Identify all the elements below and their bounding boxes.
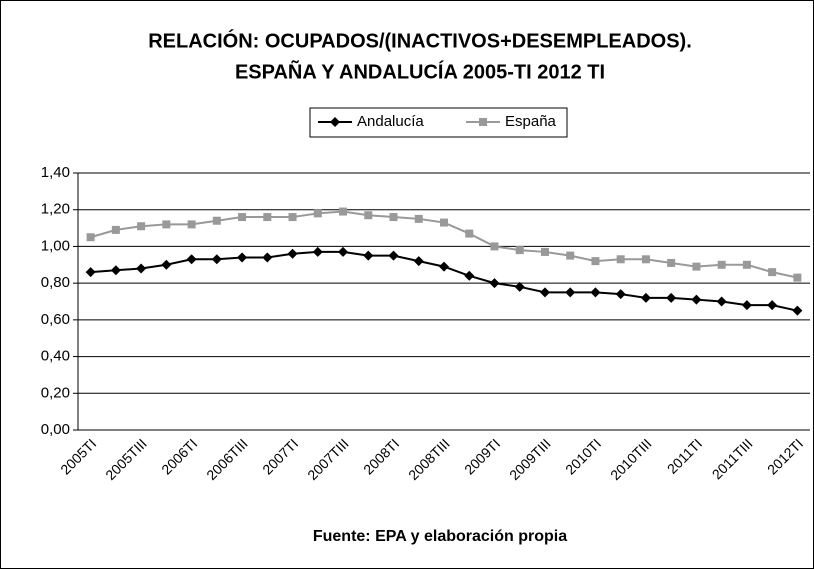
marker: [162, 220, 171, 229]
chart-title: RELACIÓN: OCUPADOS/(INACTIVOS+DESEMPLEAD…: [148, 28, 692, 52]
marker: [339, 207, 348, 216]
chart-title: ESPAÑA Y ANDALUCÍA 2005-TI 2012 TI: [235, 60, 605, 83]
marker: [514, 281, 525, 292]
y-tick-label: 0,60: [41, 311, 70, 328]
marker: [490, 242, 499, 251]
legend-marker: [479, 118, 487, 126]
marker: [768, 268, 777, 277]
marker: [363, 250, 374, 261]
marker: [615, 289, 626, 300]
marker: [439, 261, 449, 272]
marker: [692, 262, 701, 271]
y-tick-label: 0,40: [41, 348, 70, 365]
marker: [262, 252, 273, 263]
y-tick-label: 0,20: [41, 384, 70, 401]
marker: [413, 256, 424, 267]
marker: [741, 300, 752, 311]
marker: [566, 251, 575, 260]
marker: [389, 213, 398, 222]
marker: [287, 248, 298, 259]
marker: [742, 260, 751, 269]
marker: [86, 233, 95, 242]
marker: [717, 260, 726, 269]
marker: [464, 270, 475, 281]
y-tick-label: 1,40: [41, 164, 70, 181]
marker: [565, 287, 576, 298]
marker: [238, 213, 247, 222]
marker: [414, 214, 423, 223]
marker: [465, 229, 474, 238]
marker: [591, 257, 600, 266]
marker: [792, 305, 803, 316]
marker: [539, 287, 550, 298]
marker: [641, 255, 650, 264]
marker: [640, 292, 651, 303]
legend-box: [309, 107, 568, 138]
marker: [137, 222, 146, 231]
marker: [110, 265, 121, 276]
marker: [364, 211, 373, 220]
marker: [312, 246, 323, 257]
legend-marker: [330, 117, 340, 127]
y-tick-label: 0,00: [41, 421, 70, 438]
marker: [667, 258, 676, 267]
y-tick-label: 1,20: [41, 201, 70, 218]
marker: [716, 296, 727, 307]
marker: [793, 273, 802, 282]
marker: [263, 213, 272, 222]
marker: [338, 246, 349, 257]
marker: [161, 259, 172, 270]
marker: [515, 246, 524, 255]
marker: [237, 252, 248, 263]
marker: [489, 278, 500, 289]
marker: [388, 250, 399, 261]
marker: [767, 300, 778, 311]
marker: [288, 213, 297, 222]
y-tick-label: 1,00: [41, 237, 70, 254]
y-tick-label: 0,80: [41, 274, 70, 291]
legend-label: Andalucía: [357, 113, 424, 130]
marker: [313, 209, 322, 218]
marker: [186, 254, 197, 265]
x-axis-title: Fuente: EPA y elaboración propia: [313, 528, 567, 545]
marker: [666, 292, 677, 303]
marker: [212, 216, 221, 225]
marker: [540, 247, 549, 256]
marker: [211, 254, 222, 265]
marker: [187, 220, 196, 229]
marker: [616, 255, 625, 264]
marker: [440, 218, 448, 227]
marker: [111, 225, 120, 234]
marker: [85, 267, 96, 278]
marker: [136, 263, 147, 274]
marker: [691, 294, 702, 305]
marker: [590, 287, 601, 298]
legend-label: España: [505, 113, 557, 130]
